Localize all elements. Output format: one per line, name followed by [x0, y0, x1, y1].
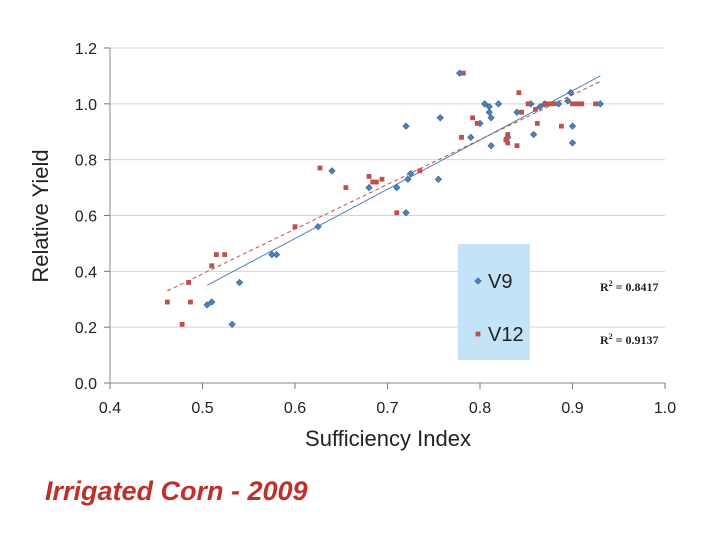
x-tick-label-3: 0.7: [376, 400, 398, 417]
point-v9-23: [487, 142, 495, 150]
point-v12-16: [459, 134, 464, 140]
point-v9-2: [228, 320, 236, 328]
point-v9-31: [555, 100, 563, 108]
point-v9-1: [208, 298, 216, 306]
point-v9-29: [536, 103, 544, 111]
point-v12-25: [519, 109, 525, 115]
point-v12-22: [505, 140, 511, 146]
point-v12-29: [542, 101, 548, 107]
point-v12-20: [503, 137, 509, 143]
point-v12-8: [317, 165, 323, 171]
point-v9-17: [467, 133, 475, 141]
axes: [104, 47, 666, 389]
y-tick-label-5: 1.0: [75, 97, 97, 114]
legend-label-v12: V12: [488, 324, 524, 346]
tick-labels: 0.0 0.2 0.4 0.6 0.8 1.0 1.2 0.4 0.5 0.6 0.7 0.8 0.9 1…: [75, 41, 676, 417]
point-v12-21: [505, 132, 511, 137]
point-v9-7: [328, 167, 336, 175]
point-v12-35: [579, 101, 585, 107]
point-v9-12: [404, 175, 412, 183]
point-v9-21: [485, 108, 493, 116]
point-v12-14: [394, 210, 400, 216]
point-v12-13: [379, 176, 385, 182]
point-v12-9: [343, 185, 349, 190]
x-tick-label-2: 0.6: [284, 400, 306, 417]
y-tick-label-2: 0.4: [75, 264, 97, 281]
point-v9-32: [564, 97, 572, 105]
point-v12-34: [574, 101, 580, 107]
point-v12-4: [209, 263, 215, 269]
point-v12-11: [370, 179, 376, 185]
point-v9-10: [402, 209, 410, 217]
point-v9-0: [203, 301, 211, 309]
y-tick-label-1: 0.2: [75, 320, 97, 337]
y-tick-label-6: 1.2: [75, 41, 97, 58]
point-v9-19: [481, 100, 489, 108]
point-v12-17: [460, 70, 466, 76]
point-v9-34: [568, 122, 577, 130]
point-v9-22: [487, 114, 495, 122]
y-tick-label-4: 0.8: [75, 153, 97, 170]
point-v9-11: [402, 122, 410, 130]
x-tick-label-6: 1.0: [654, 400, 676, 417]
point-v12-30: [546, 101, 552, 107]
point-v12-1: [179, 321, 185, 327]
point-v9-8: [365, 183, 373, 192]
point-v12-15: [417, 168, 423, 174]
point-v12-27: [533, 107, 538, 112]
point-v12-10: [366, 174, 372, 179]
point-v9-3: [235, 278, 244, 287]
point-v12-12: [374, 179, 379, 185]
y-tick-label-0: 0.0: [75, 376, 97, 393]
legend-label-v9: V9: [488, 271, 512, 293]
point-v12-28: [534, 120, 540, 126]
x-tick-label-5: 0.9: [561, 400, 583, 417]
legend-box: [458, 244, 530, 360]
point-v12-24: [516, 90, 522, 96]
point-v9-14: [434, 175, 442, 183]
legend: V9 V12: [474, 271, 524, 346]
x-tick-label-4: 0.8: [469, 400, 491, 417]
point-v12-7: [292, 224, 298, 230]
trendline-v12: [167, 81, 601, 292]
point-v9-36: [596, 100, 604, 108]
point-v12-33: [570, 101, 575, 107]
point-v12-6: [222, 252, 228, 257]
point-v9-33: [567, 89, 575, 97]
point-v9-28: [530, 130, 538, 139]
point-v12-31: [551, 101, 557, 107]
point-v9-13: [407, 170, 415, 178]
point-v9-5: [272, 250, 281, 259]
x-tick-label-1: 0.5: [191, 400, 213, 417]
point-v12-5: [213, 252, 219, 257]
r2-v12-label: R2 = 0.9137: [600, 332, 659, 347]
r2-v9-label: R2 = 0.8417: [600, 279, 659, 294]
legend-marker-v12: [475, 331, 481, 337]
point-v9-9: [393, 183, 401, 192]
point-v12-23: [514, 143, 520, 149]
y-tick-label-3: 0.6: [75, 209, 97, 226]
point-v9-15: [436, 114, 444, 122]
x-axis-label: Sufficiency Index: [305, 426, 471, 451]
point-v12-19: [474, 120, 480, 126]
legend-marker-v9: [474, 277, 482, 285]
chart-caption: Irrigated Corn - 2009: [45, 476, 308, 506]
point-v12-36: [593, 101, 599, 107]
point-v9-35: [568, 139, 577, 147]
point-v12-2: [186, 280, 192, 285]
gridlines: [110, 47, 665, 328]
x-tick-label-0: 0.4: [99, 400, 121, 417]
point-v9-26: [513, 108, 521, 116]
point-v12-26: [525, 101, 531, 107]
point-v9-6: [314, 223, 322, 231]
y-axis-label: Relative Yield: [28, 149, 53, 282]
point-v12-32: [559, 123, 564, 129]
data-points: [164, 69, 604, 328]
point-v9-24: [494, 100, 503, 108]
point-v12-0: [164, 299, 170, 305]
point-v12-3: [188, 299, 193, 305]
point-v12-18: [470, 115, 475, 121]
